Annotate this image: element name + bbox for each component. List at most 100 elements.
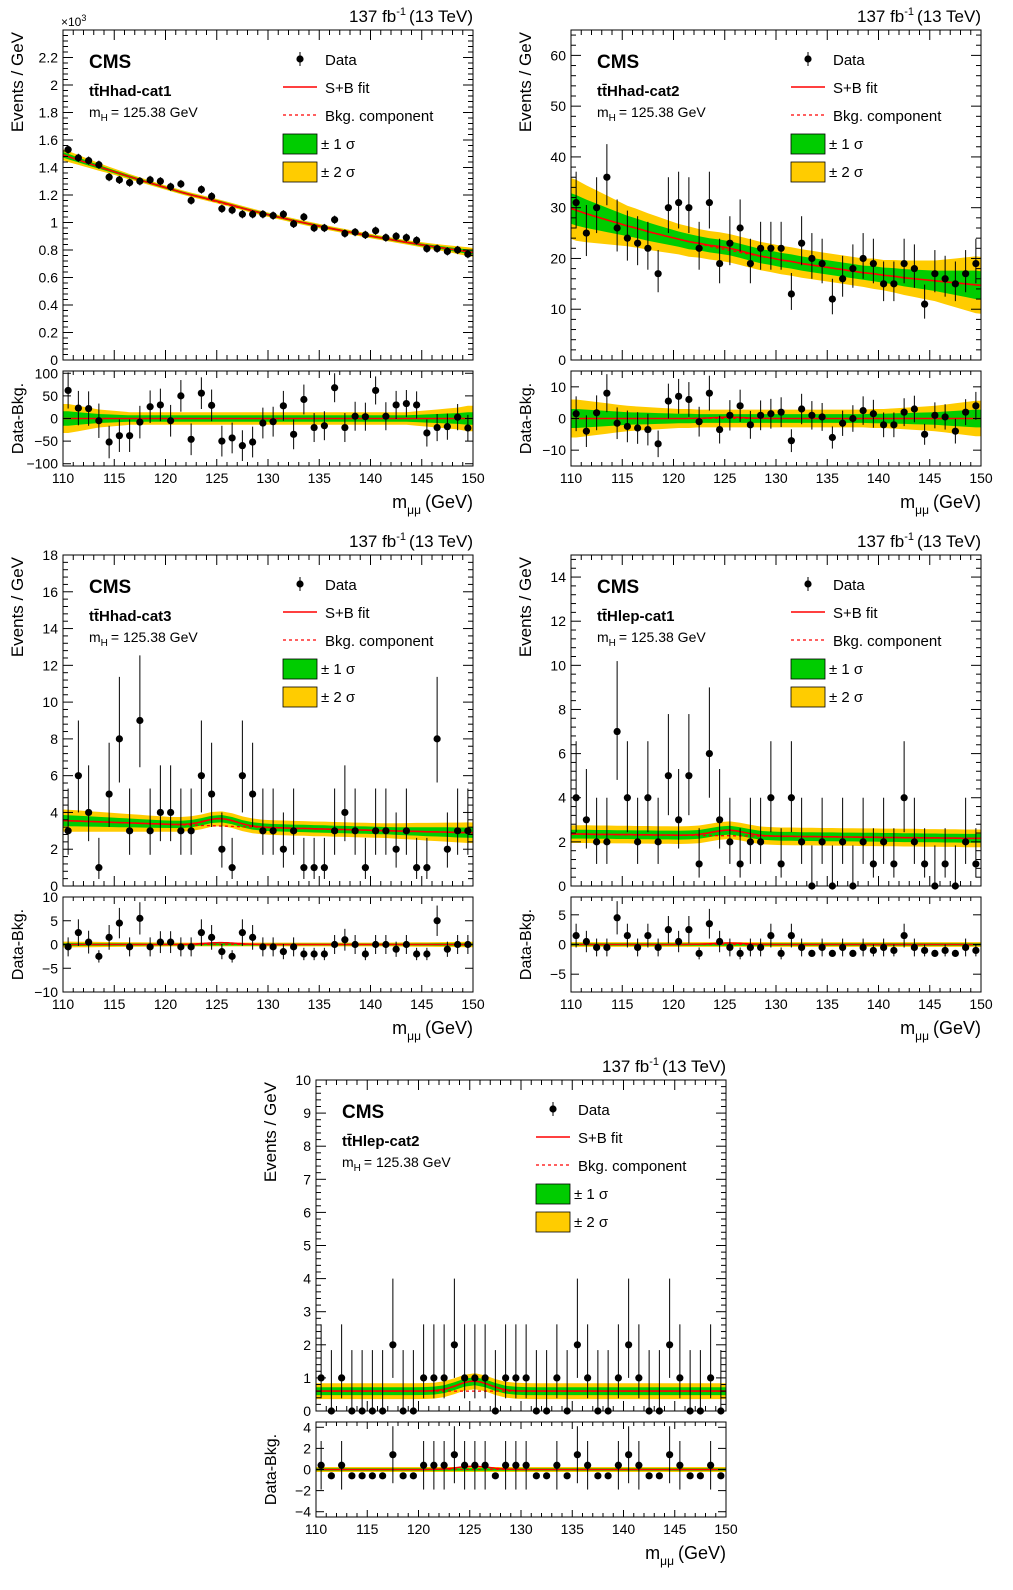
resid-point	[382, 940, 390, 949]
data-point	[695, 860, 703, 868]
data-point	[614, 1374, 622, 1382]
y-tick-label: 16	[42, 584, 58, 600]
x-tick-label: 125	[458, 1521, 482, 1537]
resid-point	[409, 1472, 417, 1480]
data-point	[584, 1374, 592, 1382]
data-point	[593, 838, 601, 846]
resid-point	[379, 1472, 387, 1480]
resid-point	[279, 948, 287, 956]
resid-point	[625, 1451, 633, 1459]
resid-point	[238, 929, 246, 937]
category-label: tt̄Hlep-cat1	[597, 608, 675, 625]
resid-point	[553, 1461, 561, 1469]
main-frame	[315, 1079, 727, 1412]
resid-point	[454, 940, 462, 949]
resid-point	[664, 397, 672, 405]
resid-point	[890, 421, 898, 429]
mass-label-sub: H	[609, 638, 616, 649]
data-point	[716, 816, 724, 824]
legend-fit-label: S+B fit	[578, 1130, 623, 1147]
y-axis-title: Events / GeV	[8, 31, 27, 132]
x-axis-title-sub: μμ	[915, 503, 929, 517]
data-point	[675, 816, 683, 824]
resid-point	[300, 950, 308, 958]
data-point	[818, 838, 826, 846]
resid-point	[433, 917, 441, 925]
data-point	[197, 772, 205, 780]
y-tick-label: 4	[303, 1271, 311, 1287]
resid-point	[685, 395, 693, 404]
x-tick-label: 150	[461, 996, 485, 1012]
mass-label: mH = 125.38 GeV	[597, 629, 706, 649]
lumi-exponent: -1	[904, 531, 914, 543]
y-tick-label: 0.8	[39, 242, 59, 258]
data-point	[228, 864, 236, 872]
data-point	[156, 808, 164, 817]
resid-point	[228, 952, 236, 960]
panel-2: 0 10 20 30 40 50 60 110 115 120 125 130 135 140 145 150…	[516, 6, 993, 517]
resid-point	[635, 1461, 643, 1469]
lumi-exponent: -1	[904, 6, 914, 18]
data-point	[900, 259, 908, 268]
legend-bkg-label: Bkg. component	[325, 108, 434, 125]
data-point	[402, 827, 410, 835]
data-point	[941, 860, 949, 868]
legend-2sigma-swatch	[282, 161, 318, 183]
resid-point	[464, 424, 472, 432]
data-point	[208, 790, 216, 798]
data-point	[757, 244, 765, 252]
y-tick-label: 1.2	[39, 187, 59, 203]
resid-point	[614, 1461, 622, 1469]
resid-point	[676, 1461, 684, 1469]
resid-point	[85, 938, 93, 946]
x-axis-title-unit: (GeV)	[933, 1018, 981, 1038]
data-point	[613, 224, 621, 232]
legend-fit-label: S+B fit	[325, 605, 370, 622]
data-point	[736, 860, 744, 868]
y-tick-label: 2	[303, 1337, 311, 1353]
lumi-exponent: -1	[396, 6, 406, 18]
y-tick-label: 0.6	[39, 270, 59, 286]
data-point	[582, 816, 590, 824]
data-point	[361, 231, 369, 239]
resid-point	[941, 413, 949, 421]
bkg-component-line	[62, 154, 474, 254]
resid-point	[450, 1451, 458, 1459]
resid-point	[238, 442, 246, 450]
resid-point	[399, 1472, 407, 1480]
data-point	[707, 1374, 715, 1382]
y-tick-label: 6	[50, 768, 58, 784]
resid-point	[471, 1461, 479, 1469]
mass-label: mH = 125.38 GeV	[89, 629, 198, 649]
y-tick-label: 9	[303, 1105, 311, 1121]
legend: Data S+B fit Bkg. component ± 1 σ ± 2 σ	[282, 52, 434, 183]
energy-label: (13 TeV)	[917, 532, 981, 551]
resid-point	[338, 1461, 346, 1469]
data-point	[218, 205, 226, 213]
resid-point	[859, 943, 867, 952]
x-axis-title-base: m	[900, 492, 915, 512]
resid-point	[423, 429, 431, 437]
mass-label-base: m	[89, 104, 101, 120]
resid-point	[962, 943, 970, 952]
y-tick-label: 12	[550, 613, 566, 629]
resid-point	[454, 413, 462, 421]
cms-label: CMS	[597, 52, 639, 73]
data-point	[787, 290, 795, 298]
band-1sigma	[571, 825, 981, 843]
data-point	[859, 838, 867, 846]
resid-point	[327, 1472, 335, 1480]
resid-y-tick-label: 100	[35, 365, 59, 381]
resid-point	[645, 1472, 653, 1480]
resid-point	[655, 1472, 663, 1480]
x-tick-label: 115	[611, 996, 634, 1012]
resid-point	[187, 943, 195, 951]
legend-2sigma-swatch	[535, 1211, 571, 1233]
resid-point	[115, 919, 123, 927]
resid-y-tick-label: −10	[34, 984, 58, 1000]
band-1sigma	[63, 152, 473, 255]
data-point	[481, 1374, 489, 1382]
legend-2sigma-swatch	[790, 161, 826, 183]
x-tick-label: 125	[205, 996, 229, 1012]
y-tick-label: 2	[50, 77, 58, 93]
